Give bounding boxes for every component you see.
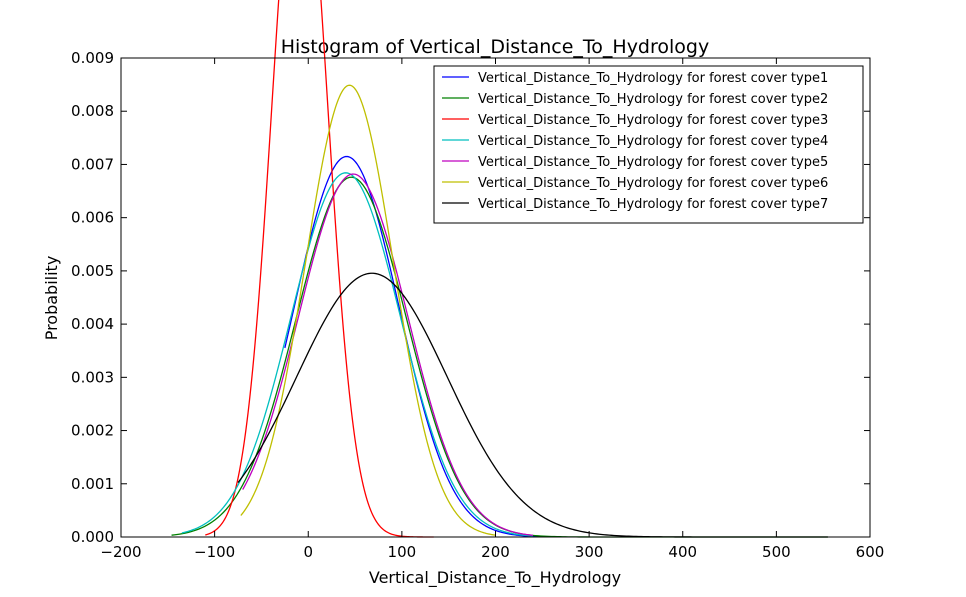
- legend-entry-label: Vertical_Distance_To_Hydrology for fores…: [478, 92, 828, 107]
- y-tick-label: 0.001: [71, 475, 114, 493]
- y-axis: 0.000 0.001 0.002 0.003 0.004 0.005 0.006 0.007…: [71, 49, 870, 546]
- x-tick-label: 200: [481, 543, 510, 561]
- y-tick-label: 0.000: [71, 528, 114, 546]
- x-tick-label: 500: [762, 543, 791, 561]
- y-axis-label: Probability: [42, 256, 61, 341]
- y-tick-label: 0.004: [71, 315, 114, 333]
- legend-entry-label: Vertical_Distance_To_Hydrology for fores…: [478, 71, 828, 86]
- y-tick-label: 0.005: [71, 262, 114, 280]
- x-tick-label: −200: [100, 543, 141, 561]
- x-tick-label: 300: [575, 543, 604, 561]
- plot-area: [171, 0, 828, 538]
- legend-entry-label: Vertical_Distance_To_Hydrology for fores…: [478, 176, 828, 191]
- y-tick-label: 0.007: [71, 155, 114, 173]
- x-tick-label: 0: [303, 543, 313, 561]
- y-tick-label: 0.006: [71, 209, 114, 227]
- x-axis-label: Vertical_Distance_To_Hydrology: [369, 568, 621, 588]
- y-tick-label: 0.008: [71, 102, 114, 120]
- x-tick-label: 600: [856, 543, 885, 561]
- legend-entry-label: Vertical_Distance_To_Hydrology for fores…: [478, 155, 828, 170]
- series-line-type6: [240, 84, 496, 536]
- x-axis: −200 −100 0 100 200 300 400 500 600: [100, 58, 884, 561]
- x-tick-label: 100: [388, 543, 417, 561]
- series-line-type3: [205, 0, 434, 538]
- legend: Vertical_Distance_To_Hydrology for fores…: [433, 65, 864, 224]
- legend-box: [433, 65, 864, 224]
- x-tick-label: −100: [194, 543, 235, 561]
- legend-entry-label: Vertical_Distance_To_Hydrology for fores…: [478, 113, 828, 128]
- chart-title: Histogram of Vertical_Distance_To_Hydrol…: [281, 36, 709, 58]
- y-tick-label: 0.002: [71, 422, 114, 440]
- x-tick-label: 400: [668, 543, 697, 561]
- y-tick-label: 0.003: [71, 368, 114, 386]
- legend-entry-label: Vertical_Distance_To_Hydrology for fores…: [478, 197, 828, 212]
- legend-entry-label: Vertical_Distance_To_Hydrology for fores…: [478, 134, 828, 149]
- y-tick-label: 0.009: [71, 49, 114, 67]
